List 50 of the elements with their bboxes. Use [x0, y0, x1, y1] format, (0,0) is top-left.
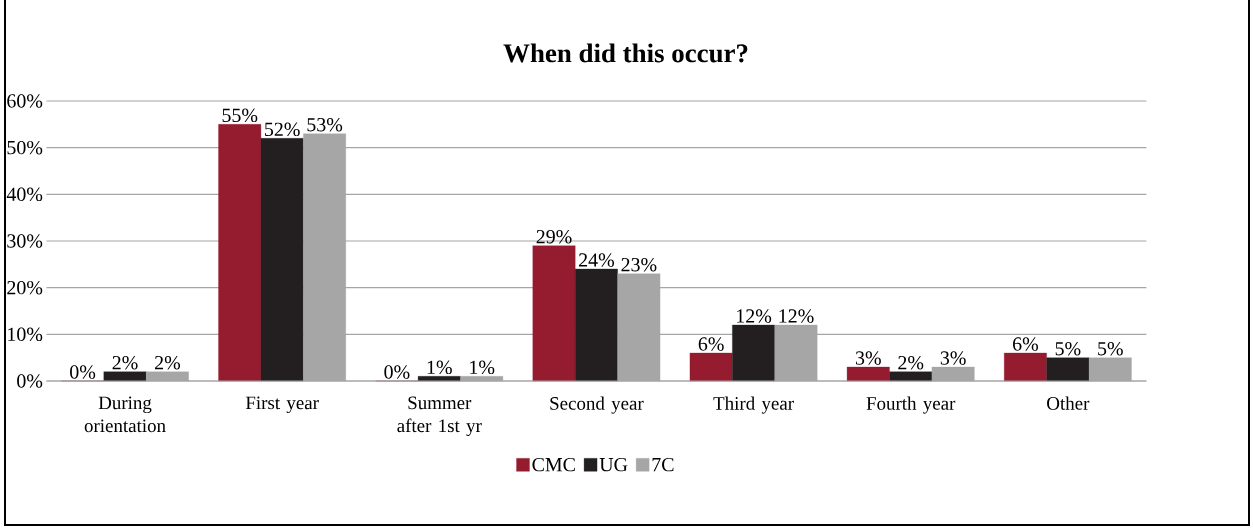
data-label: 24%	[579, 253, 615, 267]
data-label: 5%	[1055, 341, 1081, 356]
chart-title: When did this occur?	[503, 43, 748, 63]
bar	[889, 371, 933, 382]
x-tick-label: First year	[245, 396, 319, 414]
data-label: 2%	[155, 355, 181, 370]
data-label: 12%	[737, 309, 772, 323]
y-tick-label: 30%	[7, 234, 43, 248]
y-tick-label: 0%	[17, 374, 43, 388]
data-label: 29%	[536, 229, 572, 244]
legend-label: CMC	[532, 457, 575, 472]
bar	[218, 124, 262, 382]
data-label: 5%	[1098, 341, 1123, 356]
legend-label: 7C	[652, 457, 674, 472]
data-label: 2%	[112, 355, 138, 370]
data-label: 55%	[222, 108, 258, 123]
data-label: 1%	[427, 360, 452, 375]
x-tick-label: Third year	[713, 396, 794, 414]
bar	[103, 371, 147, 382]
x-tick-label: Fourth year	[866, 396, 956, 414]
data-label: 12%	[779, 309, 814, 323]
bar	[732, 324, 775, 382]
bar	[260, 138, 304, 382]
data-label: 2%	[898, 355, 924, 370]
bar	[1046, 357, 1090, 382]
x-tick-label: Summer after 1st yr	[397, 396, 482, 437]
bar	[532, 245, 576, 382]
x-tick-label: Second year	[550, 396, 644, 414]
data-label: 3%	[940, 351, 966, 365]
x-tick-label: Other	[1047, 396, 1090, 410]
data-label: 3%	[855, 351, 881, 365]
bar	[689, 352, 733, 382]
x-tick-label: During orientation	[84, 396, 166, 433]
data-label: 0%	[70, 365, 96, 379]
y-tick-label: 40%	[6, 187, 43, 202]
data-label: 1%	[470, 360, 495, 375]
data-label: 53%	[307, 117, 343, 132]
data-label: 52%	[265, 122, 300, 137]
data-label: 0%	[384, 365, 410, 379]
legend-label: UG	[599, 457, 628, 472]
y-tick-label: 50%	[7, 140, 43, 155]
data-label: 6%	[698, 337, 724, 351]
bar	[846, 366, 890, 382]
bar	[1004, 352, 1047, 382]
data-label: 6%	[1013, 337, 1039, 351]
y-tick-label: 20%	[7, 280, 43, 295]
bar	[575, 268, 618, 382]
y-tick-label: 60%	[7, 94, 43, 108]
data-label: 23%	[621, 257, 657, 272]
y-tick-label: 10%	[8, 327, 43, 342]
